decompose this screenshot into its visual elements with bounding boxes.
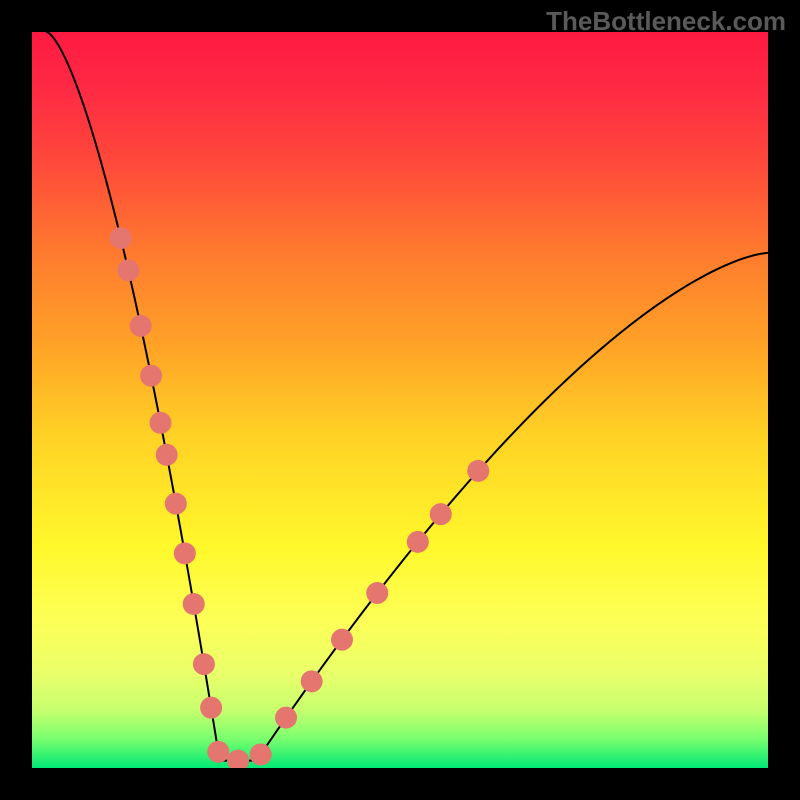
chart-stage: TheBottleneck.com xyxy=(0,0,800,800)
curve-left xyxy=(47,32,220,761)
data-marker xyxy=(227,750,249,768)
data-marker xyxy=(156,444,178,466)
curve-right xyxy=(256,253,768,761)
data-marker xyxy=(140,365,162,387)
plot-area xyxy=(32,32,768,768)
data-marker xyxy=(130,315,152,337)
curve-overlay xyxy=(32,32,768,768)
data-marker xyxy=(117,259,139,281)
data-marker xyxy=(207,741,229,763)
data-marker xyxy=(301,670,323,692)
data-marker xyxy=(149,412,171,434)
data-marker xyxy=(430,503,452,525)
data-marker xyxy=(110,227,132,249)
data-marker xyxy=(174,542,196,564)
data-marker xyxy=(200,697,222,719)
watermark-text: TheBottleneck.com xyxy=(546,6,786,37)
data-marker xyxy=(165,493,187,515)
data-marker xyxy=(275,707,297,729)
data-marker xyxy=(193,653,215,675)
data-marker xyxy=(331,629,353,651)
data-marker xyxy=(183,593,205,615)
data-marker xyxy=(407,531,429,553)
data-marker xyxy=(250,743,272,765)
data-marker xyxy=(467,460,489,482)
data-marker xyxy=(366,582,388,604)
